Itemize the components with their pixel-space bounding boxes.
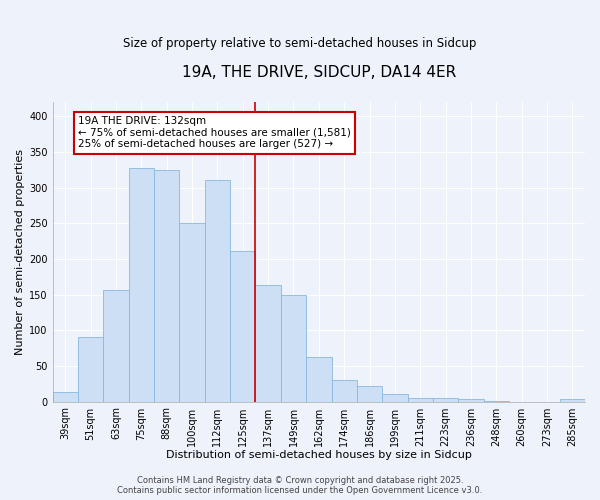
Bar — [154, 170, 179, 402]
Bar — [306, 356, 332, 402]
Bar — [129, 168, 154, 402]
Bar — [281, 294, 306, 402]
Bar — [484, 401, 509, 402]
Bar — [103, 290, 129, 402]
Text: Contains HM Land Registry data © Crown copyright and database right 2025.
Contai: Contains HM Land Registry data © Crown c… — [118, 476, 482, 495]
Bar — [332, 380, 357, 402]
Bar — [230, 251, 256, 402]
Bar — [560, 400, 585, 402]
Text: 19A THE DRIVE: 132sqm
← 75% of semi-detached houses are smaller (1,581)
25% of s: 19A THE DRIVE: 132sqm ← 75% of semi-deta… — [78, 116, 351, 150]
Bar — [53, 392, 78, 402]
Bar — [382, 394, 407, 402]
Bar — [458, 400, 484, 402]
Bar — [256, 286, 281, 402]
Bar — [179, 224, 205, 402]
Bar — [357, 386, 382, 402]
Bar — [78, 336, 103, 402]
X-axis label: Distribution of semi-detached houses by size in Sidcup: Distribution of semi-detached houses by … — [166, 450, 472, 460]
Title: 19A, THE DRIVE, SIDCUP, DA14 4ER: 19A, THE DRIVE, SIDCUP, DA14 4ER — [182, 65, 456, 80]
Y-axis label: Number of semi-detached properties: Number of semi-detached properties — [15, 149, 25, 355]
Text: Size of property relative to semi-detached houses in Sidcup: Size of property relative to semi-detach… — [124, 38, 476, 51]
Bar — [433, 398, 458, 402]
Bar — [205, 180, 230, 402]
Bar — [407, 398, 433, 402]
